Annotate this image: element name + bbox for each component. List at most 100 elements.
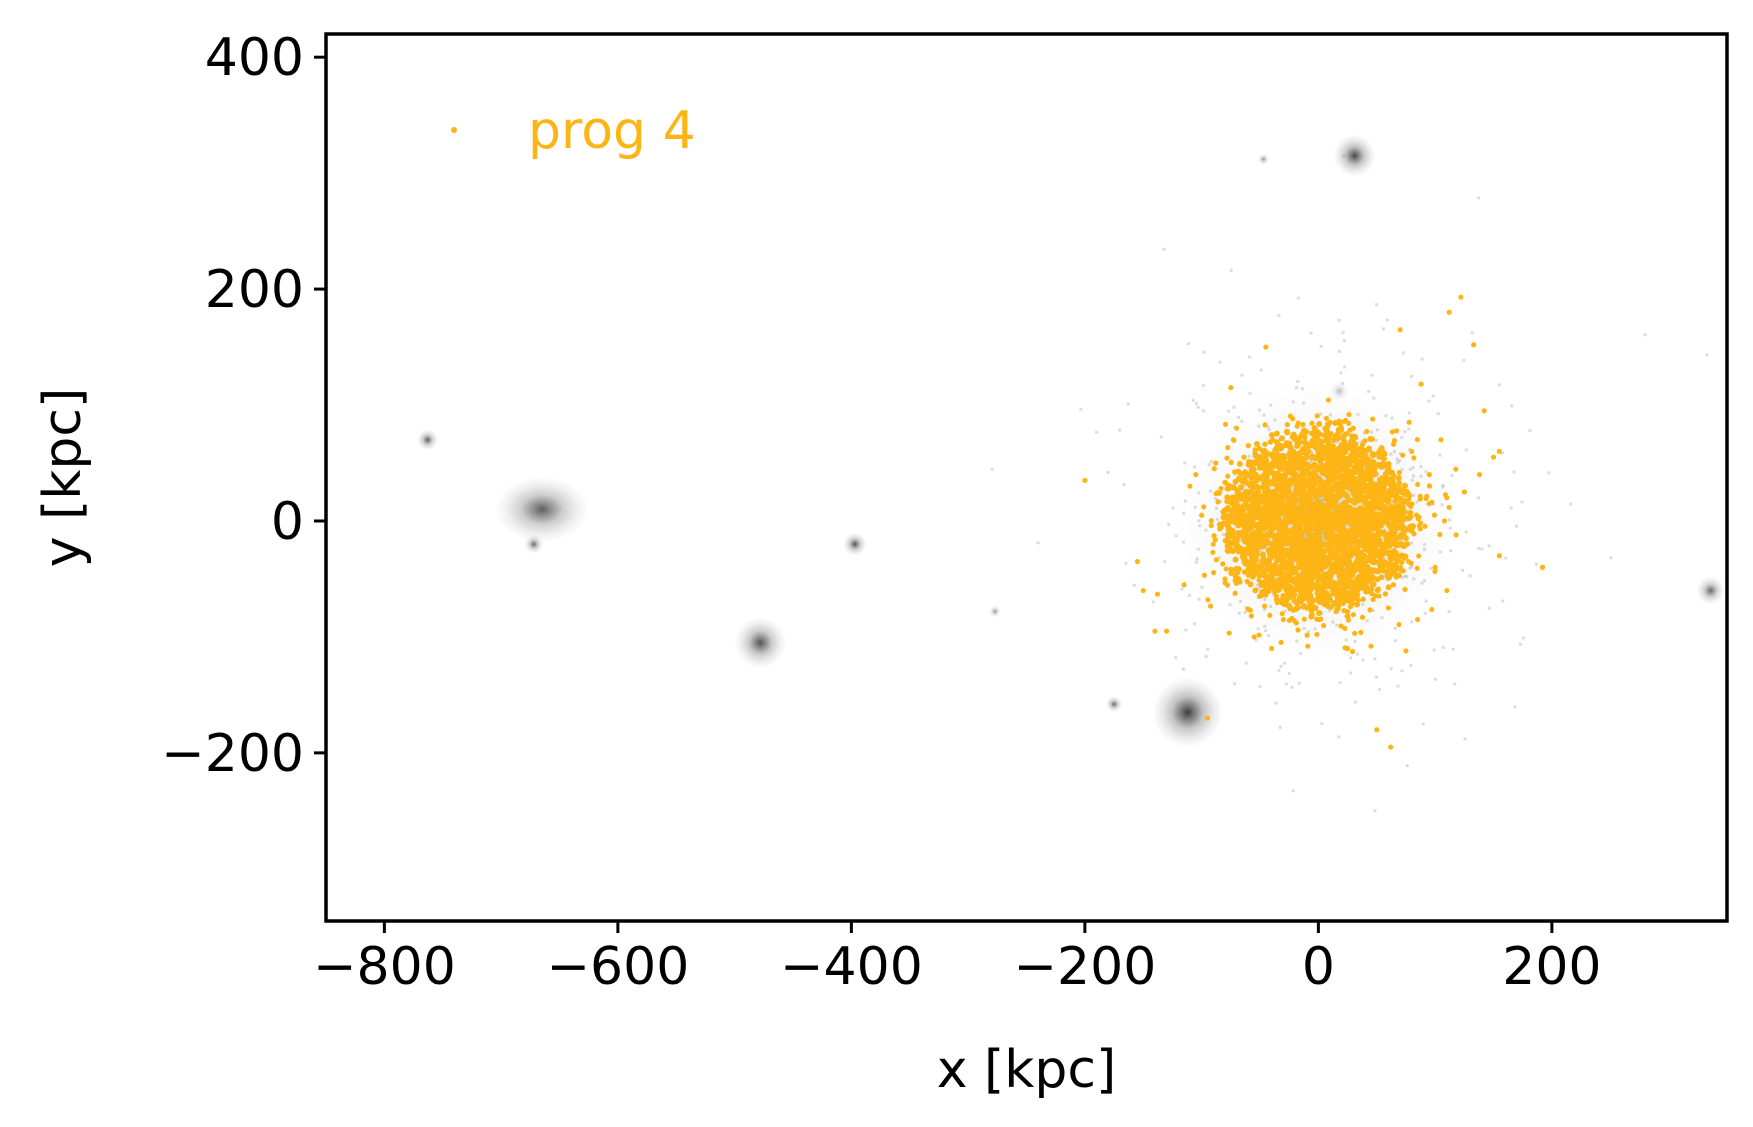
scatter-point: [1326, 577, 1333, 584]
scatter-point: [1376, 454, 1382, 460]
scatter-point: [1210, 541, 1216, 547]
y-tick-label: 200: [205, 260, 304, 320]
scatter-point: [1328, 466, 1335, 473]
scatter-point: [1363, 505, 1370, 512]
density-speck: [1373, 809, 1377, 813]
scatter-point: [1259, 591, 1265, 598]
scatter-point: [1222, 537, 1229, 544]
scatter-point: [1232, 535, 1238, 542]
scatter-point: [1222, 421, 1229, 427]
scatter-point: [1327, 474, 1334, 481]
x-tick-label: −800: [313, 937, 456, 997]
scatter-point: [1320, 446, 1327, 453]
scatter-point: [1294, 436, 1301, 443]
scatter-point: [1280, 616, 1286, 623]
density-speck: [1320, 611, 1324, 615]
density-speck: [1162, 247, 1166, 251]
scatter-point: [1337, 458, 1344, 465]
scatter-point: [1287, 444, 1294, 451]
density-speck: [1360, 440, 1364, 444]
scatter-point: [1373, 490, 1380, 497]
scatter-point: [1207, 603, 1214, 609]
density-speck: [1512, 470, 1516, 474]
scatter-point: [1307, 532, 1314, 539]
scatter-point: [1247, 489, 1254, 496]
density-speck: [1510, 404, 1514, 408]
scatter-point: [1350, 448, 1357, 455]
scatter-point: [1415, 481, 1421, 488]
scatter-point: [1216, 490, 1222, 496]
scatter-point: [1323, 591, 1330, 598]
density-speck: [1271, 593, 1275, 597]
density-speck: [1094, 430, 1098, 434]
scatter-point: [1319, 586, 1326, 593]
scatter-point: [1321, 432, 1327, 438]
density-clump: [1330, 381, 1349, 401]
scatter-point: [1397, 564, 1404, 571]
scatter-point: [1273, 536, 1280, 543]
scatter-point: [1223, 566, 1229, 572]
density-speck: [1400, 669, 1404, 673]
scatter-point: [1347, 541, 1354, 548]
scatter-point: [1331, 599, 1338, 606]
density-speck: [1395, 457, 1399, 461]
scatter-point: [1250, 459, 1256, 465]
scatter-point: [1311, 455, 1318, 462]
scatter-point: [1232, 469, 1238, 475]
legend-label: prog 4: [528, 101, 696, 161]
scatter-point: [1424, 493, 1430, 499]
scatter-point: [1360, 552, 1367, 559]
density-speck: [1321, 540, 1325, 544]
density-speck: [1267, 428, 1271, 432]
density-speck: [1429, 566, 1433, 570]
scatter-point: [1300, 554, 1307, 561]
density-speck: [1361, 602, 1365, 606]
scatter-point: [1330, 510, 1337, 517]
density-speck: [1432, 648, 1436, 652]
density-speck: [1354, 700, 1358, 704]
density-clump: [417, 429, 439, 451]
scatter-point: [1224, 494, 1231, 501]
density-speck: [1393, 449, 1397, 453]
density-speck: [1215, 517, 1219, 521]
density-speck: [1406, 509, 1410, 513]
scatter-point: [1274, 456, 1281, 463]
scatter-point: [1376, 530, 1383, 537]
scatter-point: [1333, 525, 1340, 532]
scatter-point: [1351, 499, 1358, 506]
scatter-point: [1356, 561, 1363, 568]
scatter-point: [1154, 591, 1161, 597]
scatter-point: [1432, 568, 1438, 575]
density-speck: [990, 467, 994, 471]
scatter-point: [1432, 564, 1438, 570]
scatter-point: [1311, 482, 1318, 489]
scatter-point: [1348, 438, 1355, 445]
scatter-point: [1310, 597, 1317, 604]
density-speck: [1447, 610, 1451, 614]
density-speck: [1407, 411, 1411, 415]
density-speck: [1171, 506, 1175, 510]
scatter-point: [1401, 524, 1407, 530]
scatter-point: [1398, 540, 1405, 546]
scatter-point: [1360, 521, 1367, 528]
scatter-point: [1288, 557, 1295, 564]
density-speck: [1182, 511, 1186, 515]
scatter-point: [1290, 593, 1297, 600]
density-speck: [1408, 467, 1412, 471]
scatter-point: [1208, 522, 1214, 529]
scatter-point: [1376, 502, 1383, 509]
scatter-point: [1256, 445, 1263, 452]
density-clump: [524, 534, 544, 554]
scatter-point: [1362, 539, 1369, 546]
scatter-point: [1262, 422, 1268, 428]
scatter-point: [1393, 571, 1400, 578]
scatter-point: [1301, 616, 1307, 622]
scatter-point: [1277, 475, 1284, 482]
scatter-point: [1275, 524, 1282, 531]
scatter-point: [1240, 478, 1247, 485]
scatter-point: [1263, 344, 1269, 350]
scatter-point: [1295, 475, 1302, 482]
density-speck: [1284, 500, 1288, 504]
scatter-point: [1295, 559, 1302, 566]
scatter-point: [1224, 542, 1231, 549]
